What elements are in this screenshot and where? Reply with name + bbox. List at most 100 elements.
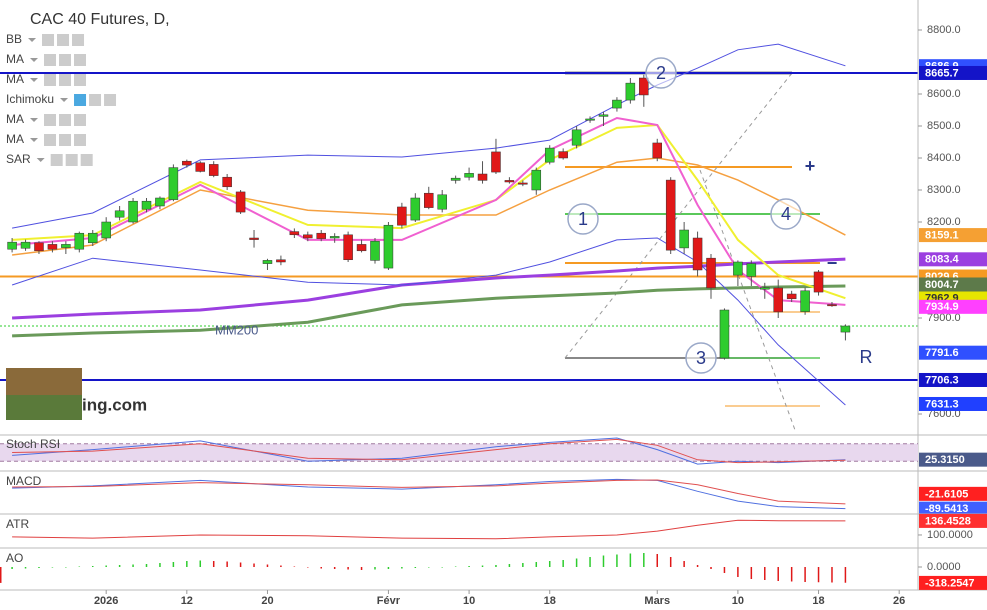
ao-bar bbox=[764, 567, 766, 580]
indicator-button[interactable] bbox=[74, 134, 86, 146]
indicator-button[interactable] bbox=[59, 134, 71, 146]
indicator-button[interactable] bbox=[104, 94, 117, 106]
logo-text: ing.com bbox=[82, 395, 147, 414]
indicator-button[interactable] bbox=[65, 154, 78, 166]
ao-bar bbox=[495, 565, 497, 567]
price-label: 8159.1 bbox=[925, 229, 959, 241]
candle-body bbox=[356, 244, 367, 252]
candle-body bbox=[585, 118, 595, 121]
ao-bar bbox=[656, 554, 659, 567]
x-tick-label: 18 bbox=[812, 595, 824, 607]
candle-body bbox=[128, 200, 138, 223]
indicator-button[interactable] bbox=[59, 74, 71, 86]
candle-body bbox=[383, 224, 394, 269]
indicator-line bbox=[12, 519, 846, 540]
candle-body bbox=[558, 151, 568, 159]
x-tick-label: Mars bbox=[644, 595, 670, 607]
ao-bar bbox=[360, 567, 363, 570]
indicator-button[interactable] bbox=[72, 34, 85, 46]
indicator-button[interactable] bbox=[80, 154, 93, 166]
ao-bar bbox=[212, 561, 215, 567]
candle-body bbox=[329, 236, 340, 239]
y-tick-label: 0.0000 bbox=[927, 561, 961, 573]
candle-body bbox=[343, 234, 353, 261]
ao-bar bbox=[602, 555, 605, 567]
candle-body bbox=[827, 304, 837, 307]
candle-body bbox=[840, 325, 851, 333]
annotation-circle bbox=[770, 198, 802, 230]
ao-bar bbox=[817, 567, 820, 583]
ao-bar bbox=[239, 562, 242, 567]
price-label: 8665.7 bbox=[925, 67, 959, 79]
candle-body bbox=[639, 77, 649, 96]
price-label-box bbox=[919, 277, 987, 292]
indicator-line bbox=[12, 438, 846, 464]
indicator-label: MA bbox=[6, 112, 24, 126]
y-tick-label: 8200.0 bbox=[927, 216, 961, 228]
y-tick-label: 100.0000 bbox=[927, 529, 973, 541]
price-label: 8083.4 bbox=[925, 254, 960, 266]
price-label-box bbox=[919, 513, 987, 528]
indicator-button[interactable] bbox=[59, 114, 71, 126]
candle-body bbox=[544, 147, 555, 163]
price-label-box bbox=[919, 452, 987, 467]
dropdown-icon bbox=[30, 118, 38, 122]
indicator-button[interactable] bbox=[57, 34, 70, 46]
y-tick-label: 8500.0 bbox=[927, 120, 961, 132]
y-tick-label: 8400.0 bbox=[927, 152, 961, 164]
indicator-button[interactable] bbox=[74, 74, 86, 86]
indicator-button[interactable] bbox=[44, 54, 56, 66]
candle-body bbox=[665, 179, 676, 251]
price-label: 25.3150 bbox=[925, 454, 965, 466]
annotation-circle bbox=[645, 57, 677, 89]
ao-bar bbox=[65, 567, 67, 568]
indicator-button[interactable] bbox=[50, 154, 63, 166]
indicator-button[interactable] bbox=[74, 94, 87, 106]
dropdown-icon bbox=[30, 78, 38, 82]
candle-body bbox=[491, 151, 501, 173]
candle-body bbox=[800, 290, 810, 312]
dropdown-icon bbox=[60, 98, 69, 102]
indicator-button[interactable] bbox=[44, 74, 56, 86]
candle-body bbox=[424, 192, 434, 208]
indicator-button[interactable] bbox=[74, 114, 86, 126]
ao-bar bbox=[777, 567, 779, 581]
ao-bar bbox=[24, 567, 27, 569]
ao-bar bbox=[589, 557, 591, 567]
indicator-button[interactable] bbox=[74, 54, 86, 66]
candle-body bbox=[733, 261, 743, 276]
price-label: 7631.3 bbox=[925, 398, 959, 410]
candle-body bbox=[222, 176, 232, 188]
indicator-line bbox=[12, 478, 846, 510]
ao-bar bbox=[38, 567, 40, 568]
candle-body bbox=[625, 82, 636, 101]
price-label-box bbox=[919, 501, 987, 516]
candle-body bbox=[598, 114, 609, 117]
ao-bar bbox=[91, 566, 94, 567]
ao-bar bbox=[683, 561, 685, 567]
indicator-button[interactable] bbox=[44, 134, 56, 146]
price-label: 136.4528 bbox=[925, 515, 971, 527]
overlay-line bbox=[12, 157, 846, 256]
candle-body bbox=[7, 241, 17, 250]
indicator-button[interactable] bbox=[44, 114, 56, 126]
pane-label: Stoch RSI bbox=[6, 437, 60, 451]
drawing-dashed bbox=[699, 169, 796, 431]
ao-bar bbox=[51, 567, 54, 568]
candle-body bbox=[760, 287, 770, 290]
indicator-button[interactable] bbox=[89, 94, 102, 106]
indicator-button[interactable] bbox=[59, 54, 71, 66]
ao-bar bbox=[629, 553, 632, 567]
indicator-button[interactable] bbox=[42, 34, 55, 46]
ao-bar bbox=[401, 567, 403, 569]
ao-bar bbox=[347, 567, 349, 570]
overlay-line bbox=[12, 43, 846, 229]
ao-bar bbox=[723, 567, 726, 573]
chart-title: CAC 40 Futures, D, bbox=[30, 11, 170, 28]
candle-body bbox=[746, 263, 757, 277]
overlay-line bbox=[12, 284, 846, 338]
price-label-box bbox=[919, 575, 987, 590]
ao-bar bbox=[481, 565, 484, 567]
y-tick-label: 8800.0 bbox=[927, 24, 961, 36]
ao-bar bbox=[468, 566, 470, 567]
